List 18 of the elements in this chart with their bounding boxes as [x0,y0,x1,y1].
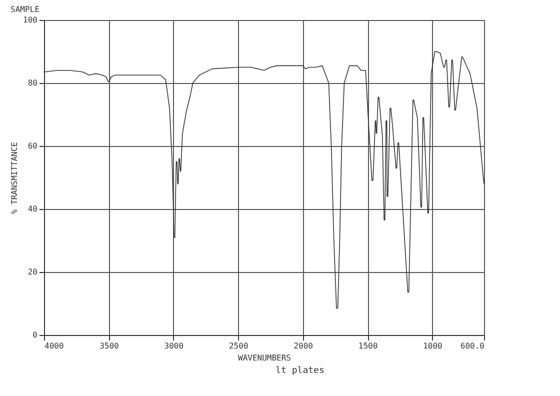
y-tick-label: 20 [28,268,38,276]
x-tick-label: 1000 [423,342,443,350]
x-tick-label: 3000 [164,342,184,350]
y-tick-label: 80 [28,78,38,88]
x-tick-label: 2000 [294,342,314,350]
y-axis-title: % TRANSMITTANCE [10,142,20,214]
x-tick-label: 4000 [44,342,64,350]
y-tick-label: 60 [28,142,38,150]
y-tick-label: 100 [23,16,38,24]
x-tick-label: 600.0 [460,342,485,350]
x-tick-label: 1500 [358,342,378,350]
chart-title: SAMPLE [10,5,40,14]
x-tick-label: 2500 [228,342,248,350]
x-axis-title: WAVENUMBERS [238,354,292,362]
y-tick-label: 0 [32,330,38,340]
y-tick-label: 40 [28,204,38,214]
text: lt plates [274,366,326,376]
x-tick-label: 3500 [100,342,120,350]
